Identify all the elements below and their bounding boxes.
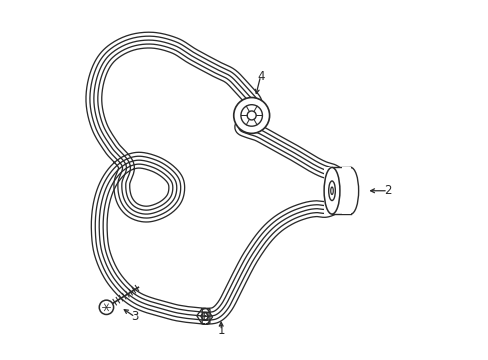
- Text: 4: 4: [256, 69, 264, 82]
- Text: 2: 2: [384, 184, 391, 197]
- Circle shape: [99, 300, 113, 315]
- Bar: [324, 167, 365, 214]
- Bar: [342, 167, 350, 215]
- Ellipse shape: [324, 167, 339, 214]
- Text: 3: 3: [131, 310, 139, 324]
- Text: 1: 1: [217, 324, 224, 337]
- Circle shape: [233, 98, 269, 134]
